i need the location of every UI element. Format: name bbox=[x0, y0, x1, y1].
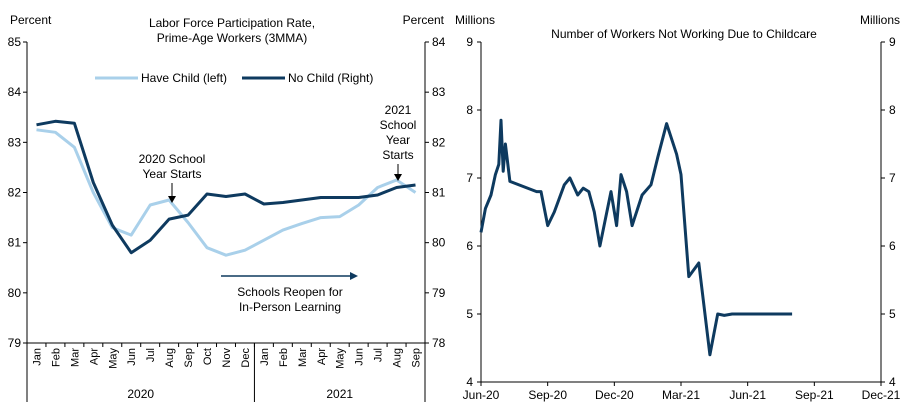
year-label: 2021 bbox=[326, 387, 353, 401]
annotation-reopen: In-Person Learning bbox=[239, 300, 341, 314]
reopen-arrowhead bbox=[350, 272, 358, 280]
right-tick-label: 83 bbox=[432, 85, 446, 99]
x-tick-label: Jun bbox=[126, 348, 138, 366]
annotation-arrowhead-2021 bbox=[394, 174, 402, 181]
x-tick-label: Sep bbox=[183, 348, 195, 368]
right-tick-label: 5 bbox=[889, 307, 896, 321]
right-tick-label: 4 bbox=[889, 375, 896, 389]
chart-lfpr: 79 80 81 82 83 84 85 78 79 80 81 82 83 84 Percent Perce… bbox=[8, 13, 446, 402]
x-tick-label: Jan bbox=[31, 348, 43, 366]
right-tick-label: 82 bbox=[432, 135, 446, 149]
left-tick-label: 7 bbox=[466, 171, 473, 185]
x-tick-label: Feb bbox=[278, 348, 290, 367]
annotation-2021-school: School bbox=[380, 118, 417, 132]
left-tick-label: 82 bbox=[8, 186, 22, 200]
right-tick-label: 78 bbox=[432, 336, 446, 350]
x-tick-label: Jun-20 bbox=[463, 388, 500, 402]
x-tick-label: Jan bbox=[259, 348, 271, 366]
legend-label: No Child (Right) bbox=[288, 71, 373, 85]
left-tick-label: 80 bbox=[8, 286, 22, 300]
left-tick-label: 84 bbox=[8, 85, 22, 99]
series-line-have-child bbox=[36, 128, 417, 257]
left-tick-label: 81 bbox=[8, 236, 22, 250]
x-tick-label: Aug bbox=[164, 348, 176, 368]
right-tick-label: 79 bbox=[432, 286, 446, 300]
left-tick-label: 83 bbox=[8, 135, 22, 149]
x-tick-label: May bbox=[107, 348, 119, 369]
x-tick-label: Dec-21 bbox=[862, 388, 901, 402]
x-tick-label: Jul bbox=[145, 348, 157, 362]
right-tick-label: 81 bbox=[432, 186, 446, 200]
chart-title: Number of Workers Not Working Due to Chi… bbox=[551, 27, 817, 41]
chart-childcare: 4 4 5 5 6 6 7 7 8 8 9 9 Millions Millions Number of Wo… bbox=[455, 13, 901, 402]
x-tick-label: Mar bbox=[297, 348, 309, 367]
x-tick-label: Jun bbox=[354, 348, 366, 366]
x-tick-label: Aug bbox=[392, 348, 404, 368]
annotation-reopen: Schools Reopen for bbox=[237, 285, 342, 299]
x-tick-label: Apr bbox=[88, 348, 100, 365]
x-tick-label: Sep-20 bbox=[528, 388, 567, 402]
x-tick-label: Apr bbox=[316, 348, 328, 365]
x-tick-label: Jun-21 bbox=[729, 388, 766, 402]
left-axis-unit: Millions bbox=[455, 13, 495, 27]
x-tick-label: Jul bbox=[373, 348, 385, 362]
right-tick-label: 9 bbox=[889, 35, 896, 49]
left-axis-unit: Percent bbox=[10, 13, 52, 27]
legend-label: Have Child (left) bbox=[141, 71, 227, 85]
annotation-2020-school: Year Starts bbox=[143, 167, 202, 181]
x-tick-label: Mar bbox=[69, 348, 81, 367]
right-tick-label: 8 bbox=[889, 103, 896, 117]
x-tick-label: Nov bbox=[221, 348, 233, 368]
x-tick-label: Dec-20 bbox=[595, 388, 634, 402]
annotation-2021-school: 2021 bbox=[385, 103, 412, 117]
x-tick-label: Oct bbox=[202, 348, 214, 365]
right-tick-label: 7 bbox=[889, 171, 896, 185]
x-tick-label: Sep bbox=[411, 348, 423, 368]
left-tick-label: 9 bbox=[466, 35, 473, 49]
x-tick-label: Mar-21 bbox=[662, 388, 700, 402]
left-tick-label: 79 bbox=[8, 336, 22, 350]
x-tick-label: Feb bbox=[50, 348, 62, 367]
series-line-no-child bbox=[36, 119, 416, 255]
left-tick-label: 5 bbox=[466, 307, 473, 321]
left-tick-label: 6 bbox=[466, 239, 473, 253]
x-tick-label: May bbox=[335, 348, 347, 369]
chart-subtitle: Prime-Age Workers (3MMA) bbox=[157, 31, 307, 45]
right-axis-unit: Millions bbox=[860, 13, 900, 27]
left-tick-label: 4 bbox=[466, 375, 473, 389]
annotation-2021-school: Starts bbox=[382, 148, 413, 162]
series-line-childcare bbox=[479, 118, 793, 357]
right-tick-label: 80 bbox=[432, 236, 446, 250]
left-tick-label: 85 bbox=[8, 35, 22, 49]
right-tick-label: 84 bbox=[432, 35, 446, 49]
annotation-2021-school: Year bbox=[386, 133, 410, 147]
annotation-arrowhead-2020 bbox=[168, 196, 176, 203]
x-tick-label: Sep-21 bbox=[795, 388, 834, 402]
annotation-2020-school: 2020 School bbox=[139, 152, 206, 166]
left-tick-label: 8 bbox=[466, 103, 473, 117]
right-tick-label: 6 bbox=[889, 239, 896, 253]
year-label: 2020 bbox=[127, 387, 154, 401]
chart-title: Labor Force Participation Rate, bbox=[149, 16, 315, 30]
right-axis-unit: Percent bbox=[403, 13, 445, 27]
x-tick-label: Dec bbox=[240, 348, 252, 368]
